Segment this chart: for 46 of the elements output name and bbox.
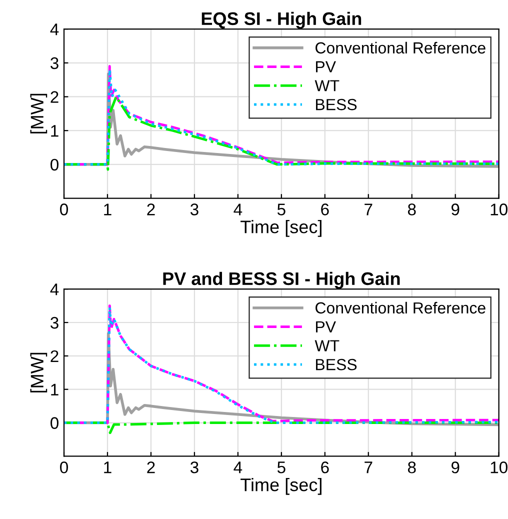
- y-tick-label: 1: [51, 384, 58, 396]
- x-tick-label: 5: [277, 204, 286, 216]
- y-tick-label: 1: [51, 125, 58, 137]
- x-tick-label: 6: [321, 462, 329, 474]
- y-axis-title: [MW]: [30, 94, 48, 134]
- y-tick-label: 3: [50, 316, 58, 329]
- legend-label: PV: [316, 61, 336, 72]
- x-tick-label: 6: [321, 204, 329, 216]
- x-tick-label: 1: [104, 204, 112, 216]
- y-tick-label: 0: [50, 158, 58, 171]
- legend-label: PV: [316, 321, 336, 332]
- x-tick-label: 8: [408, 462, 416, 474]
- x-tick-label: 0: [60, 204, 68, 216]
- x-tick-label: 5: [277, 462, 286, 474]
- y-tick-label: 4: [50, 24, 59, 36]
- x-tick-label: 2: [147, 462, 155, 474]
- chart-title: PV and BESS SI - High Gain: [163, 272, 400, 289]
- y-tick-label: 2: [50, 350, 58, 362]
- legend-label: Conventional Reference: [316, 42, 486, 54]
- x-tick-label: 7: [364, 204, 372, 216]
- x-tick-label: 9: [452, 204, 460, 216]
- chart-title: EQS SI - High Gain: [202, 12, 362, 29]
- legend-label: BESS: [316, 98, 357, 110]
- legend-label: WT: [314, 340, 340, 352]
- y-axis-title: [MW]: [30, 352, 48, 392]
- legend-label: Conventional Reference: [316, 302, 486, 314]
- legend-label: BESS: [316, 358, 357, 370]
- legend-label: WT: [314, 80, 340, 92]
- x-tick-label: 9: [452, 462, 460, 474]
- x-tick-label: 2: [147, 204, 155, 216]
- x-tick-label: 10: [490, 204, 508, 216]
- x-tick-label: 4: [234, 462, 242, 474]
- x-tick-label: 3: [190, 204, 198, 216]
- x-tick-label: 4: [234, 204, 242, 216]
- y-tick-label: 4: [50, 284, 59, 296]
- x-tick-label: 1: [104, 462, 112, 474]
- y-tick-label: 2: [50, 91, 58, 103]
- x-tick-label: 0: [60, 462, 68, 474]
- x-tick-label: 7: [364, 462, 372, 474]
- x-axis-title: Time [sec]: [240, 478, 322, 495]
- y-tick-label: 0: [50, 417, 58, 429]
- y-tick-label: 3: [50, 57, 58, 70]
- x-tick-label: 8: [408, 204, 416, 216]
- x-tick-label: 3: [190, 462, 198, 474]
- x-axis-title: Time [sec]: [240, 220, 322, 237]
- x-tick-label: 10: [490, 462, 508, 474]
